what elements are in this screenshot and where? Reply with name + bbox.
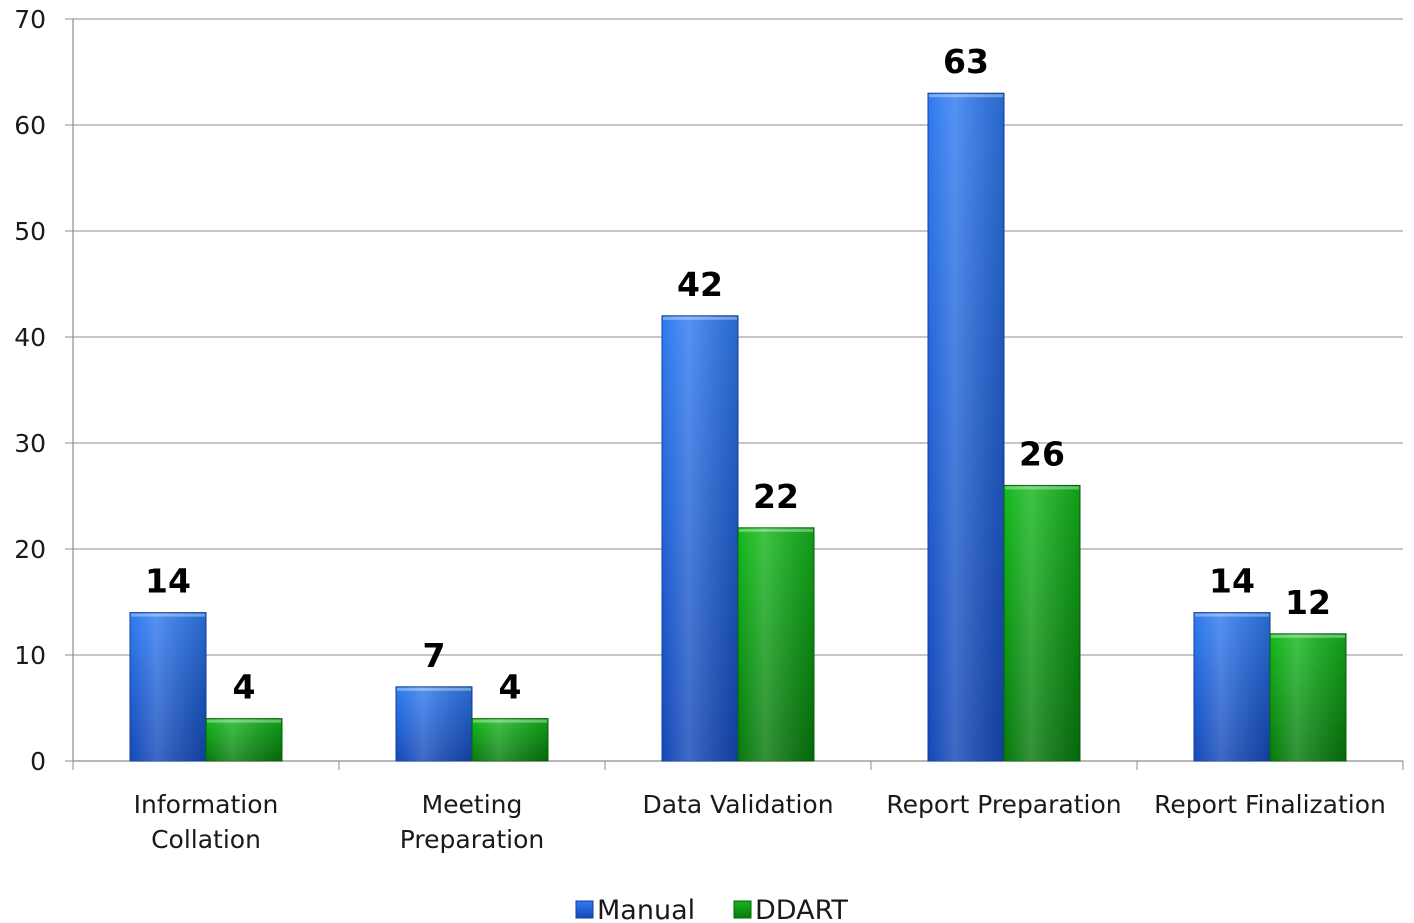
x-category-label: Report Finalization: [1154, 790, 1386, 819]
y-tick-label: 30: [14, 429, 46, 458]
bar-ddart-0: [205, 718, 283, 762]
bar-manual-4: [1193, 612, 1271, 762]
bar-manual-3: [927, 92, 1005, 762]
legend-label: DDART: [755, 895, 848, 923]
bar-shade: [1194, 612, 1270, 761]
bar-ddart-3: [1003, 484, 1081, 762]
bar-highlight: [207, 719, 281, 723]
bar-shade: [738, 527, 814, 761]
y-tick-label: 50: [14, 217, 46, 246]
axes: 0 10 20 30 40 50 60 70 Information Collation Meeti…: [14, 5, 1404, 854]
data-label-ddart: 4: [233, 668, 256, 707]
bar-ddart-4: [1269, 633, 1347, 762]
bar-highlight: [131, 613, 205, 617]
y-tick-label: 10: [14, 641, 46, 670]
data-label-ddart: 4: [499, 668, 522, 707]
bar-highlight: [1005, 486, 1079, 490]
legend-label: Manual: [597, 895, 695, 923]
data-label-manual: 14: [145, 562, 191, 601]
bar-manual-0: [129, 612, 207, 762]
data-label-ddart: 12: [1285, 583, 1331, 622]
bar-shade: [662, 315, 738, 761]
legend-swatch: [575, 900, 594, 919]
data-label-manual: 14: [1209, 562, 1255, 601]
x-category-label: Collation: [151, 825, 261, 854]
y-tick-label: 60: [14, 111, 46, 140]
data-label-ddart: 22: [753, 477, 799, 516]
data-labels: 14 7 42 63 14 4 4 22 26 12: [145, 42, 1331, 706]
bar-shade: [928, 93, 1004, 761]
data-label-manual: 7: [423, 636, 446, 675]
legend-item-manual: Manual: [575, 895, 695, 923]
bar-highlight: [739, 528, 813, 532]
bar-shade: [396, 686, 472, 761]
bar-shade: [1270, 633, 1346, 761]
bar-highlight: [929, 94, 1003, 98]
bar-highlight: [473, 719, 547, 723]
y-tick-label: 70: [14, 5, 46, 34]
y-tick-label: 0: [30, 747, 46, 776]
x-category-label: Report Preparation: [886, 790, 1121, 819]
bar-highlight: [1195, 613, 1269, 617]
x-category-label: Information: [134, 790, 279, 819]
y-tick-label: 20: [14, 535, 46, 564]
x-category-label: Preparation: [400, 825, 544, 854]
data-label-manual: 42: [677, 265, 723, 304]
bar-shade: [206, 718, 282, 761]
x-category-label: Data Validation: [642, 790, 833, 819]
bar-ddart-2: [737, 527, 815, 762]
bar-shade: [472, 718, 548, 761]
legend-item-ddart: DDART: [733, 895, 848, 923]
legend: Manual DDART: [575, 895, 848, 923]
bar-ddart-1: [471, 718, 549, 762]
data-label-manual: 63: [943, 42, 989, 81]
bar-manual-1: [395, 686, 473, 762]
x-category-label: Meeting: [422, 790, 523, 819]
bars: [129, 92, 1347, 762]
data-label-ddart: 26: [1019, 434, 1065, 473]
y-tick-label: 40: [14, 323, 46, 352]
legend-swatch: [733, 900, 752, 919]
bar-manual-2: [661, 315, 739, 762]
bar-shade: [130, 612, 206, 761]
bar-highlight: [397, 687, 471, 691]
bar-shade: [1004, 485, 1080, 761]
bar-highlight: [1271, 634, 1345, 638]
bar-highlight: [663, 316, 737, 320]
